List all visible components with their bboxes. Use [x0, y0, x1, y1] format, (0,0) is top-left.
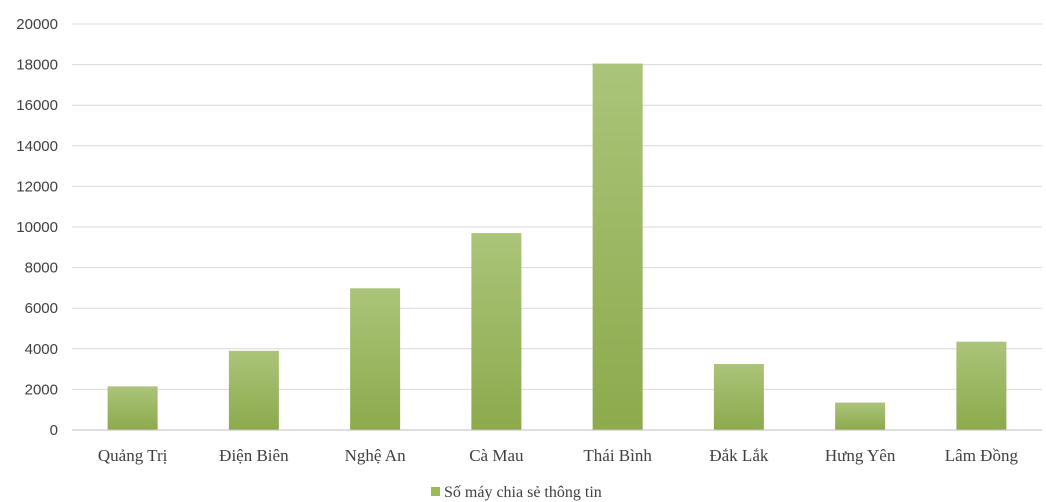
legend-swatch	[431, 487, 440, 496]
y-tick-label: 2000	[25, 381, 58, 398]
legend: Số máy chia sẻ thông tin	[431, 484, 602, 501]
y-tick-label: 20000	[16, 16, 58, 33]
y-tick-label: 10000	[16, 219, 58, 236]
x-axis-tick-labels: Quảng Trị Điện Biên Nghệ An Cà Mau Thái Bình…	[98, 446, 1019, 465]
x-tick-label: Nghệ An	[345, 446, 406, 465]
y-axis-tick-labels: 0 2000 4000 6000 8000 10000 12000 14000 16000 180…	[16, 16, 58, 439]
bars	[107, 63, 1007, 431]
x-tick-label: Hưng Yên	[825, 446, 896, 465]
bar	[471, 233, 522, 430]
x-tick-label: Lâm Đồng	[945, 446, 1019, 465]
y-tick-label: 6000	[25, 300, 58, 317]
bar	[713, 364, 764, 430]
x-tick-label: Cà Mau	[469, 446, 524, 465]
y-tick-label: 14000	[16, 138, 58, 155]
bar	[228, 350, 279, 430]
bar	[956, 341, 1007, 430]
gridlines	[72, 23, 1042, 390]
x-tick-label: Điện Biên	[219, 446, 289, 465]
y-tick-label: 12000	[16, 178, 58, 195]
y-tick-label: 0	[50, 422, 58, 439]
y-tick-label: 8000	[25, 260, 58, 277]
x-tick-label: Quảng Trị	[98, 446, 168, 465]
bar	[107, 386, 158, 430]
x-tick-label: Đắk Lắk	[709, 446, 769, 465]
y-tick-label: 4000	[25, 341, 58, 358]
bar	[350, 288, 401, 430]
y-tick-label: 18000	[16, 57, 58, 74]
bar	[592, 63, 643, 431]
legend-label: Số máy chia sẻ thông tin	[444, 484, 602, 501]
bar	[835, 402, 886, 430]
y-tick-label: 16000	[16, 97, 58, 114]
x-tick-label: Thái Bình	[583, 446, 652, 465]
